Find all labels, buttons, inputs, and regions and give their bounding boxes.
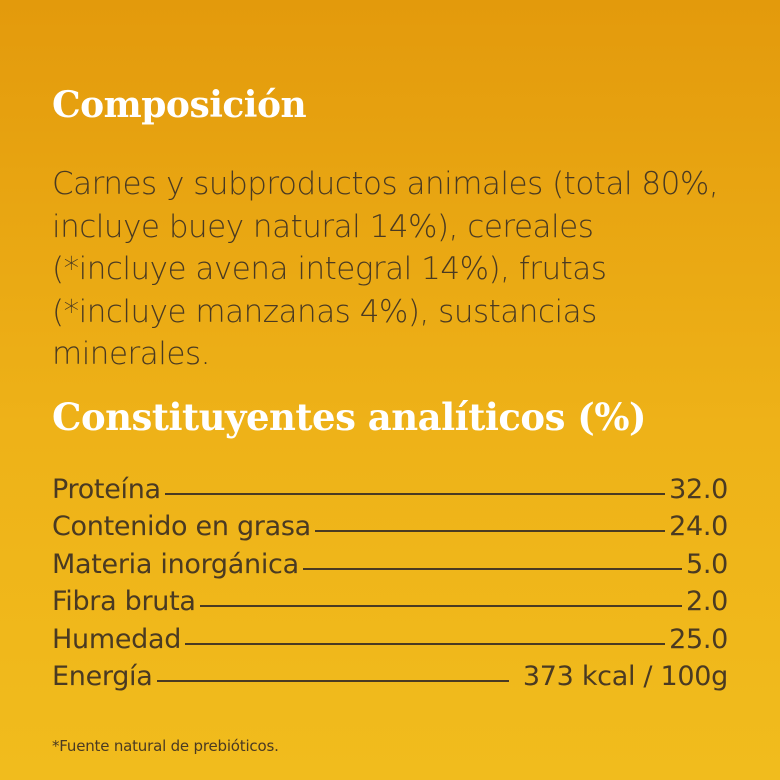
row-value: 373 kcal / 100g	[522, 660, 728, 692]
analytical-heading: Constituyentes analíticos (%)	[52, 395, 646, 439]
row-label: Materia inorgánica	[52, 548, 299, 580]
table-row-protein: Proteína 32.0	[52, 474, 728, 511]
leader-line	[302, 567, 682, 570]
row-value: 2.0	[685, 586, 728, 618]
leader-line	[164, 493, 666, 495]
leader-line	[314, 530, 666, 533]
leader-line	[185, 642, 666, 645]
table-row-fibre: Fibra bruta 2.0	[52, 586, 728, 623]
row-label: Fibra bruta	[52, 586, 196, 618]
table-row-moisture: Humedad 25.0	[52, 624, 728, 661]
footnote: *Fuente natural de prebióticos.	[52, 737, 279, 755]
row-value: 25.0	[669, 623, 728, 655]
row-label: Humedad	[52, 623, 182, 655]
composition-text: Carnes y subproductos animales (total 80…	[52, 166, 719, 372]
table-row-fat: Contenido en grasa 24.0	[52, 511, 728, 548]
row-value: 32.0	[669, 474, 728, 505]
row-label: Energía	[52, 660, 153, 692]
leader-line	[199, 605, 682, 608]
row-value: 24.0	[669, 511, 728, 543]
table-row-ash: Materia inorgánica 5.0	[52, 549, 728, 586]
analytical-table: Proteína 32.0 Contenido en grasa 24.0 Ma…	[52, 474, 728, 698]
composition-heading: Composición	[52, 84, 307, 126]
row-label: Proteína	[52, 474, 161, 505]
row-label: Contenido en grasa	[52, 511, 311, 543]
leader-line	[156, 679, 509, 682]
table-row-energy: Energía 373 kcal / 100g	[52, 661, 728, 698]
row-value: 5.0	[685, 548, 728, 580]
